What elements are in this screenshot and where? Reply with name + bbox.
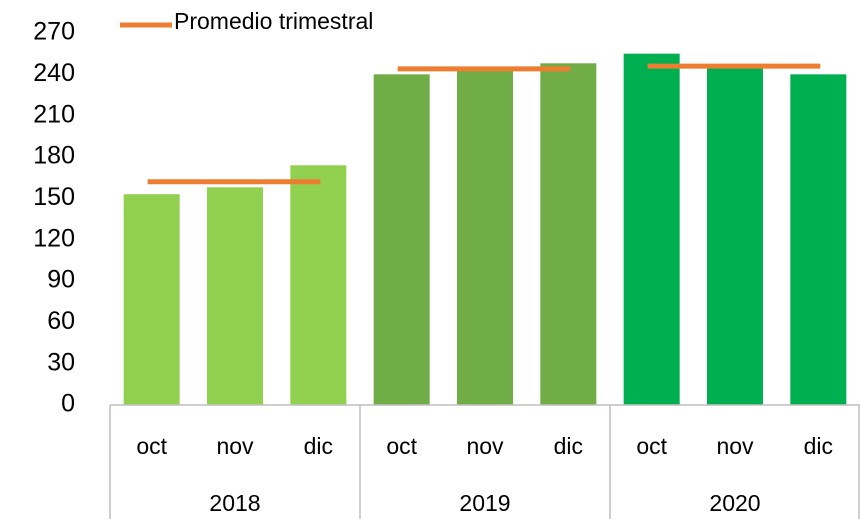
x-tick-label: nov [216, 433, 254, 459]
x-tick-label: nov [466, 433, 504, 459]
y-tick-label: 30 [47, 348, 75, 376]
bar [623, 53, 680, 406]
y-tick-label: 0 [61, 390, 75, 418]
bar [373, 74, 430, 405]
y-tick-label: 270 [33, 18, 75, 46]
group-label: 2019 [459, 490, 510, 516]
legend-label: Promedio trimestral [174, 8, 373, 34]
x-tick-label: dic [554, 433, 583, 459]
x-tick-label: dic [804, 433, 833, 459]
x-tick-label: oct [136, 433, 167, 459]
bar [290, 165, 347, 405]
y-tick-label: 180 [33, 142, 75, 170]
group-label: 2020 [709, 490, 760, 516]
bar [540, 63, 597, 406]
group-label: 2018 [209, 490, 260, 516]
x-tick-label: dic [304, 433, 333, 459]
y-tick-label: 240 [33, 59, 75, 87]
y-tick-label: 90 [47, 266, 75, 294]
bar [457, 67, 513, 405]
bar [123, 194, 180, 405]
y-tick-label: 120 [33, 224, 75, 252]
bar [707, 67, 763, 405]
y-tick-label: 150 [33, 183, 75, 211]
x-tick-label: oct [386, 433, 417, 459]
x-tick-label: oct [636, 433, 667, 459]
bar [207, 187, 263, 405]
x-tick-label: nov [716, 433, 754, 459]
y-tick-label: 210 [33, 100, 75, 128]
y-tick-label: 60 [47, 307, 75, 335]
bar [790, 74, 847, 405]
